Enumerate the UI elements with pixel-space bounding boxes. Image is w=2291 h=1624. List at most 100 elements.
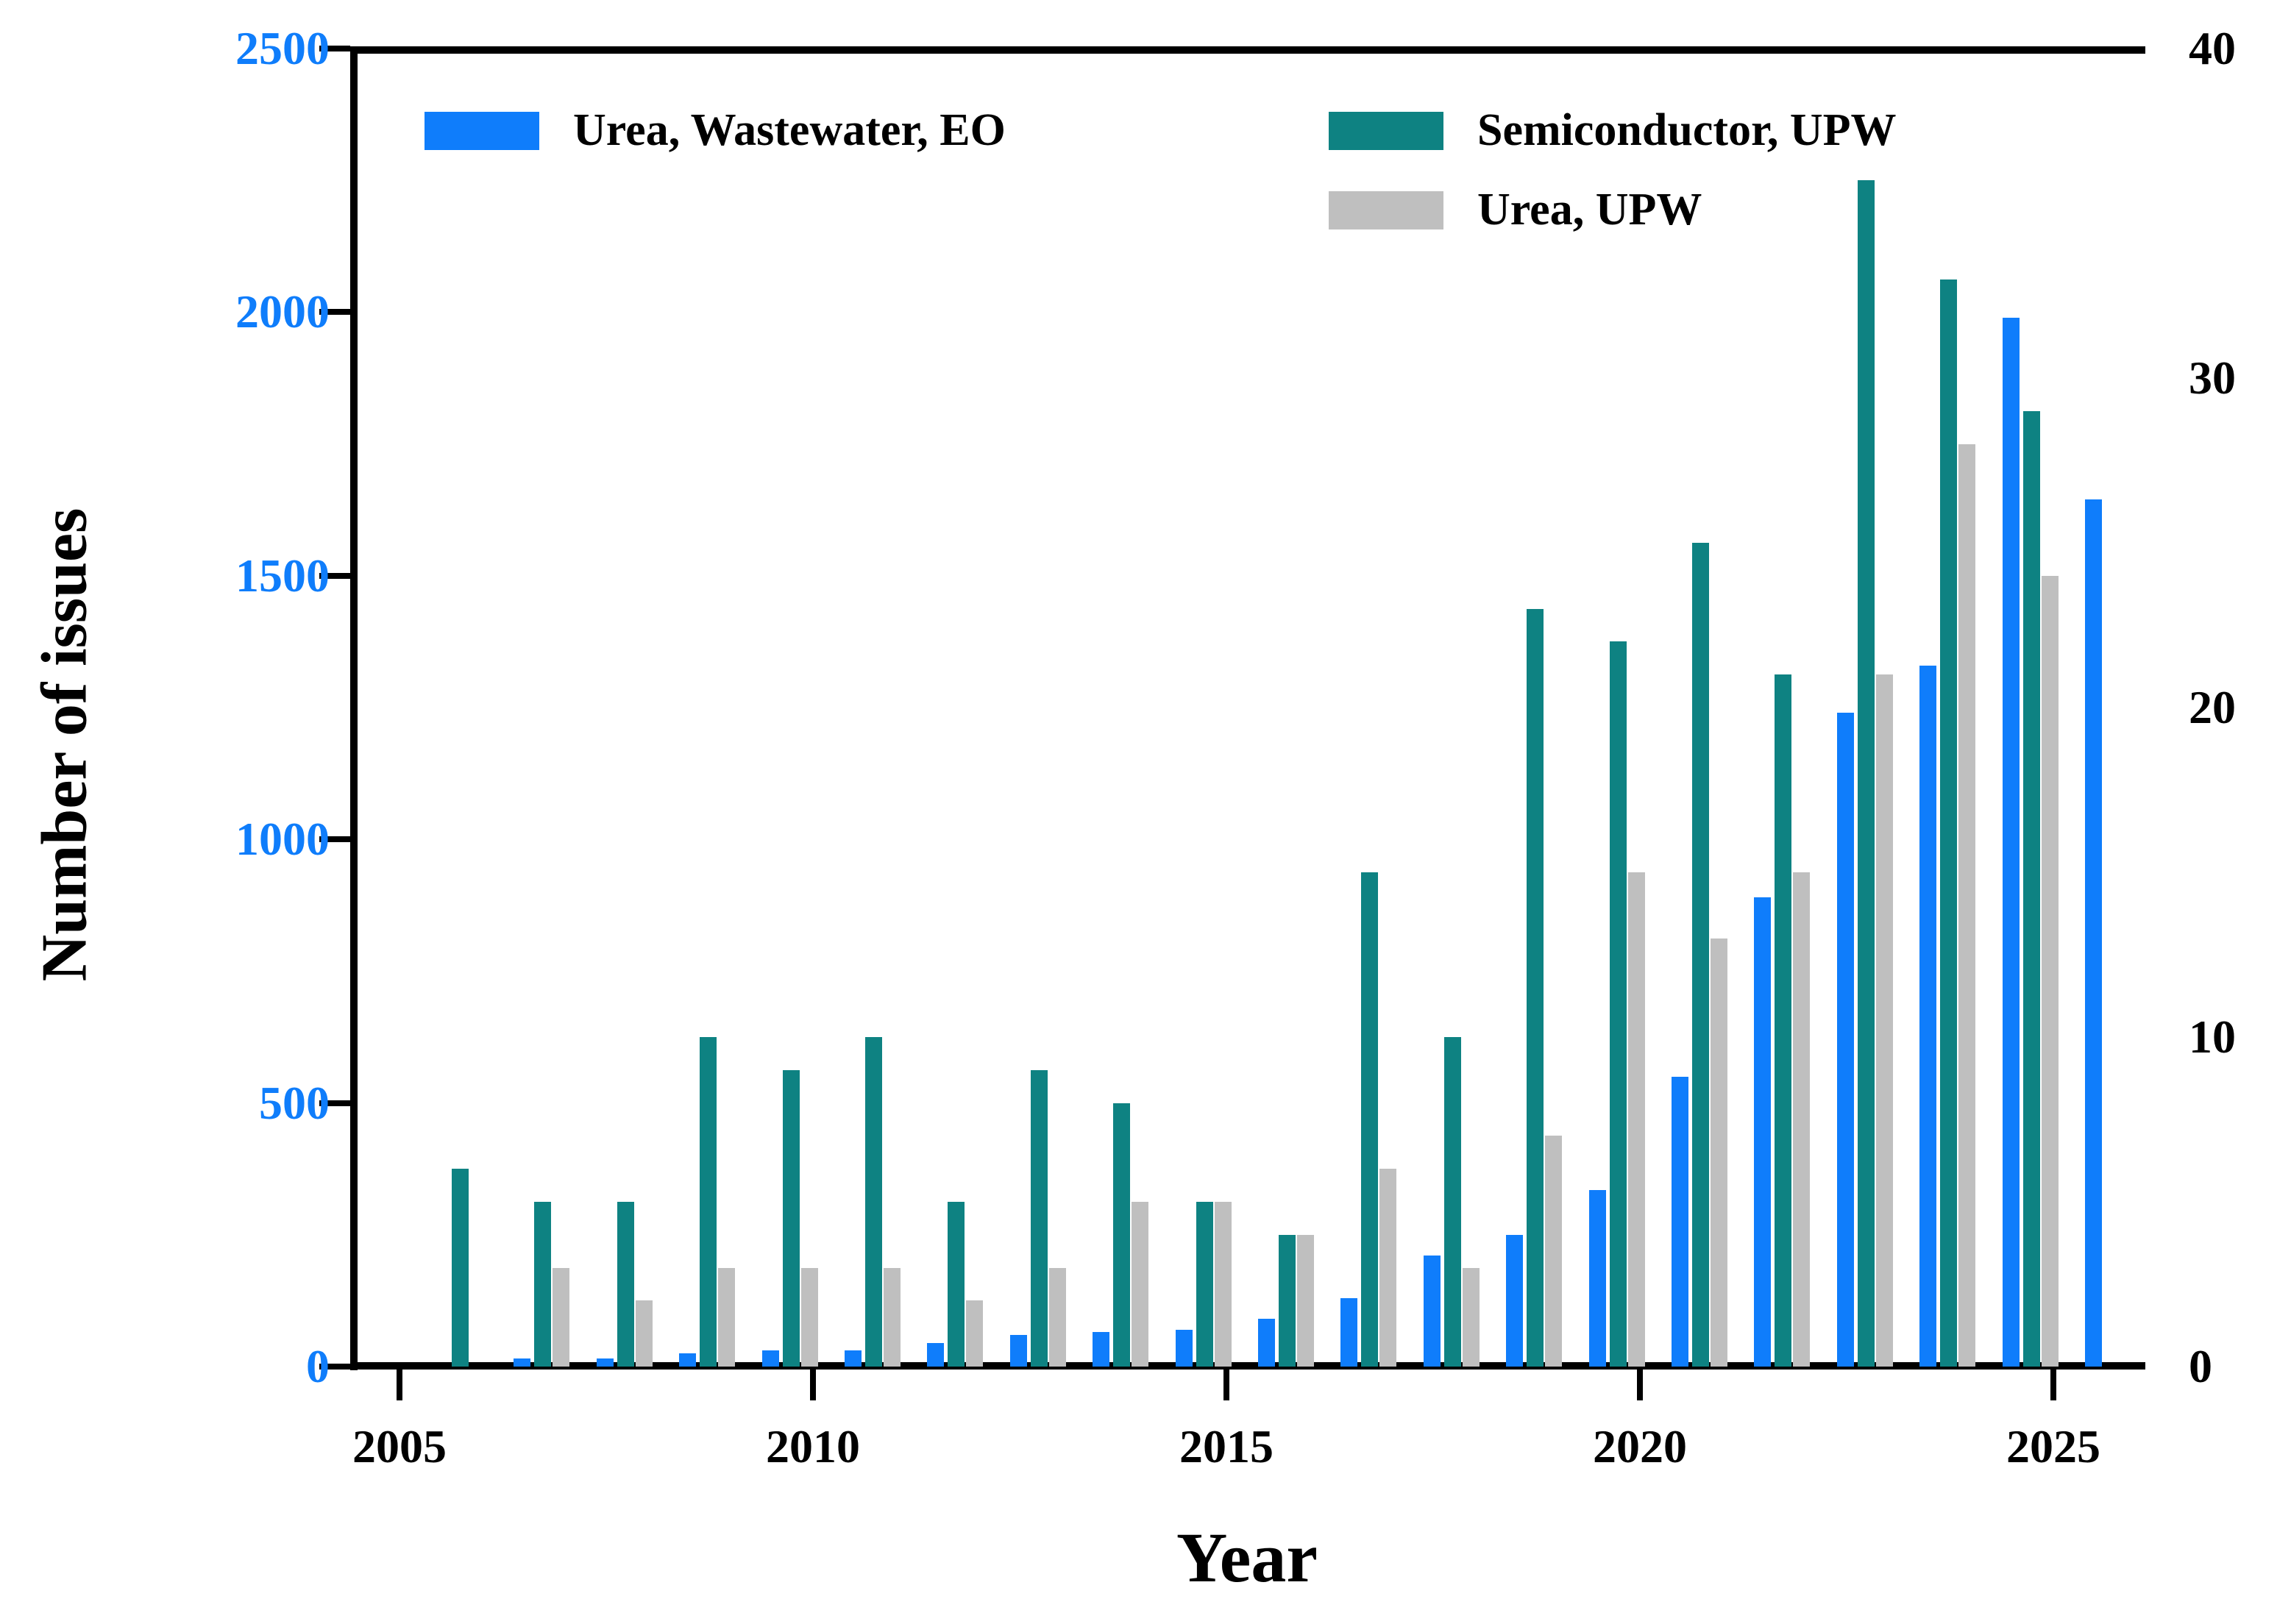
bar-teal-2024 [2023, 411, 2040, 1367]
bar-teal-2009 [783, 1070, 800, 1367]
y-axis-tick-label: 1000 [235, 813, 330, 866]
bar-blue-2011 [927, 1343, 944, 1367]
x-axis-tick-label: 2020 [1593, 1420, 1687, 1472]
right-axis-tick-label: 20 [2189, 681, 2236, 733]
bar-blue-2006 [514, 1358, 530, 1367]
bar-gray-2009 [801, 1268, 818, 1367]
y-axis-tick-label: 1500 [235, 549, 330, 602]
bar-gray-2014 [1215, 1202, 1232, 1367]
x-axis-tick [1223, 1370, 1229, 1400]
bar-blue-2010 [845, 1350, 862, 1367]
bar-gray-2020 [1711, 939, 1727, 1367]
bar-teal-2005 [452, 1169, 469, 1367]
legend-item-urea-wastewater-eo: Urea, Wastewater, EO [425, 104, 1006, 157]
bar-gray-2024 [2042, 576, 2059, 1367]
bar-gray-2012 [1049, 1268, 1066, 1367]
y-axis-tick [319, 1100, 350, 1106]
bar-teal-2007 [617, 1202, 634, 1367]
bar-gray-2015 [1297, 1235, 1314, 1367]
bar-teal-2015 [1279, 1235, 1296, 1367]
bar-gray-2017 [1463, 1268, 1480, 1367]
bar-blue-2022 [1837, 713, 1854, 1367]
bar-teal-2008 [700, 1037, 717, 1367]
bar-blue-2017 [1424, 1256, 1441, 1367]
x-axis-tick-label: 2015 [1179, 1420, 1274, 1472]
bar-teal-2013 [1113, 1103, 1130, 1367]
bar-gray-2013 [1132, 1202, 1148, 1367]
y-axis-tick-label: 2500 [235, 22, 330, 74]
legend-swatch-blue [425, 111, 539, 150]
bar-blue-2014 [1176, 1330, 1193, 1367]
bar-blue-2008 [679, 1353, 696, 1367]
bar-gray-2007 [636, 1300, 653, 1367]
x-axis-tick [397, 1370, 402, 1400]
legend-label: Semiconductor, UPW [1477, 105, 1897, 155]
x-axis-tick [1637, 1370, 1643, 1400]
right-axis-tick-label: 10 [2189, 1011, 2236, 1063]
plot-top-border [350, 46, 2145, 54]
bar-gray-2016 [1379, 1169, 1396, 1367]
bar-teal-2022 [1858, 180, 1875, 1367]
legend-swatch-teal [1329, 111, 1443, 150]
legend-swatch-gray [1329, 190, 1443, 229]
bar-blue-2019 [1589, 1190, 1606, 1367]
bar-teal-2020 [1692, 543, 1709, 1367]
legend-label: Urea, Wastewater, EO [573, 105, 1006, 155]
bar-blue-2009 [762, 1350, 779, 1367]
bar-gray-2021 [1793, 872, 1810, 1367]
bar-teal-2018 [1527, 609, 1544, 1367]
bar-blue-2013 [1093, 1332, 1109, 1367]
y-axis-tick-label: 2000 [235, 285, 330, 338]
bar-blue-2018 [1506, 1235, 1523, 1367]
y-axis-tick [319, 309, 350, 316]
x-axis-tick-label: 2005 [352, 1420, 447, 1472]
bar-teal-2019 [1610, 641, 1627, 1367]
x-axis-title: Year [1176, 1518, 1318, 1597]
right-axis-tick-label: 0 [2189, 1340, 2212, 1392]
x-axis-tick-label: 2025 [2006, 1420, 2100, 1472]
y-axis-line [350, 46, 358, 1370]
y-axis-tick [319, 836, 350, 843]
bar-teal-2016 [1361, 872, 1378, 1367]
bar-gray-2010 [884, 1268, 901, 1367]
y-axis-tick-label: 0 [306, 1340, 330, 1392]
right-axis-tick-label: 40 [2189, 22, 2236, 74]
legend-label: Urea, UPW [1477, 185, 1702, 235]
bar-blue-2020 [1672, 1077, 1688, 1367]
bar-teal-2017 [1444, 1037, 1461, 1367]
y-axis-tick [319, 572, 350, 579]
x-axis-tick [2050, 1370, 2056, 1400]
bar-teal-2014 [1196, 1202, 1213, 1367]
x-axis-tick-label: 2010 [766, 1420, 860, 1472]
bar-gray-2018 [1545, 1136, 1562, 1367]
bar-teal-2011 [948, 1202, 965, 1367]
bar-teal-2006 [534, 1202, 551, 1367]
bar-blue-2007 [597, 1358, 614, 1367]
bar-teal-2023 [1940, 279, 1957, 1367]
bar-blue-2016 [1340, 1298, 1357, 1367]
bar-teal-2021 [1775, 674, 1791, 1367]
bar-blue-2025 [2085, 499, 2102, 1367]
bar-gray-2008 [718, 1268, 735, 1367]
right-axis-tick-label: 30 [2189, 352, 2236, 404]
bar-blue-2012 [1010, 1335, 1027, 1367]
bar-blue-2021 [1754, 897, 1771, 1367]
bar-gray-2023 [1958, 444, 1975, 1367]
bar-blue-2015 [1258, 1319, 1275, 1367]
bar-gray-2022 [1876, 674, 1893, 1367]
x-axis-line [350, 1362, 2145, 1370]
bar-gray-2011 [966, 1300, 983, 1367]
y-axis-tick-label: 500 [259, 1076, 330, 1129]
bar-blue-2023 [1919, 666, 1936, 1367]
x-axis-tick [810, 1370, 816, 1400]
bar-blue-2024 [2003, 318, 2020, 1367]
legend-item-urea-upw: Urea, UPW [1329, 184, 1702, 236]
y-axis-tick [319, 1364, 350, 1370]
bar-gray-2019 [1628, 872, 1645, 1367]
y-axis-tick [319, 46, 350, 51]
legend-item-semiconductor-upw: Semiconductor, UPW [1329, 104, 1896, 157]
bar-teal-2012 [1031, 1070, 1048, 1367]
bar-teal-2010 [865, 1037, 882, 1367]
bar-gray-2006 [553, 1268, 569, 1367]
